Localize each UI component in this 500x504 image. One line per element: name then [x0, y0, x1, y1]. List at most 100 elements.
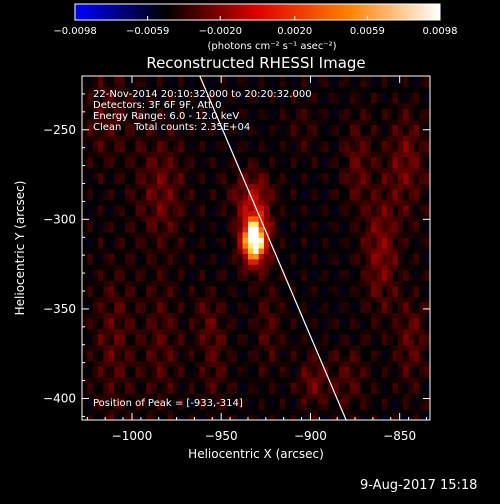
- heatmap-cell: [231, 414, 238, 420]
- heatmap-cell: [301, 108, 308, 115]
- heatmap-cell: [194, 393, 201, 400]
- heatmap-cell: [130, 307, 137, 314]
- heatmap-cell: [205, 285, 212, 292]
- heatmap-cell: [119, 242, 126, 249]
- heatmap-cell: [290, 108, 297, 115]
- heatmap-cell: [280, 108, 287, 115]
- heatmap-cell: [194, 124, 201, 131]
- heatmap-cell: [360, 172, 367, 179]
- heatmap-cell: [167, 334, 174, 340]
- heatmap-cell: [403, 344, 410, 351]
- heatmap-cell: [178, 135, 185, 142]
- heatmap-cell: [194, 409, 201, 416]
- heatmap-cell: [397, 382, 404, 389]
- heatmap-cell: [301, 387, 308, 394]
- heatmap-cell: [167, 92, 174, 99]
- heatmap-cell: [306, 172, 313, 179]
- heatmap-cell: [103, 92, 110, 99]
- heatmap-cell: [189, 360, 196, 367]
- heatmap-cell: [339, 124, 345, 131]
- heatmap-cell: [339, 221, 345, 228]
- heatmap-cell: [231, 312, 238, 319]
- heatmap-cell: [151, 382, 158, 389]
- heatmap-cell: [349, 350, 356, 357]
- heatmap-cell: [258, 86, 265, 93]
- heatmap-cell: [339, 403, 345, 410]
- heatmap-cell: [296, 280, 303, 287]
- heatmap-cell: [199, 86, 206, 93]
- heatmap-cell: [274, 269, 281, 276]
- heatmap-cell: [413, 178, 420, 185]
- heatmap-cell: [424, 355, 430, 362]
- heatmap-cell: [253, 167, 260, 174]
- heatmap-cell: [253, 151, 260, 158]
- heatmap-cell: [322, 178, 329, 185]
- heatmap-cell: [135, 403, 142, 410]
- heatmap-cell: [258, 409, 265, 416]
- heatmap-cell: [258, 129, 265, 136]
- heatmap-cell: [199, 113, 206, 120]
- heatmap-cell: [173, 92, 179, 99]
- heatmap-cell: [226, 92, 233, 99]
- heatmap-cell: [285, 221, 292, 228]
- heatmap-cell: [114, 97, 121, 104]
- heatmap-cell: [242, 113, 249, 120]
- heatmap-cell: [92, 113, 99, 120]
- heatmap-cell: [178, 285, 185, 292]
- heatmap-cell: [381, 135, 388, 142]
- heatmap-cell: [210, 344, 217, 351]
- heatmap-cell: [274, 258, 281, 265]
- heatmap-cell: [135, 360, 142, 367]
- heatmap-cell: [344, 221, 351, 228]
- heatmap-cell: [301, 162, 308, 168]
- heatmap-cell: [344, 387, 351, 394]
- heatmap-cell: [424, 210, 430, 217]
- heatmap-cell: [403, 366, 410, 373]
- heatmap-cell: [173, 81, 179, 88]
- heatmap-cell: [296, 199, 303, 206]
- heatmap-cell: [146, 172, 153, 179]
- heatmap-cell: [205, 403, 212, 410]
- heatmap-cell: [376, 76, 383, 82]
- heatmap-cell: [146, 312, 153, 319]
- heatmap-cell: [290, 188, 297, 195]
- heatmap-cell: [408, 140, 415, 147]
- heatmap-cell: [253, 253, 260, 260]
- heatmap-cell: [87, 403, 94, 410]
- heatmap-cell: [210, 355, 217, 362]
- heatmap-cell: [317, 371, 324, 378]
- heatmap-cell: [87, 226, 94, 233]
- heatmap-cell: [296, 382, 303, 389]
- heatmap-cell: [151, 377, 158, 383]
- heatmap-cell: [173, 172, 179, 179]
- heatmap-cell: [290, 264, 297, 271]
- heatmap-cell: [253, 97, 260, 104]
- heatmap-cell: [248, 274, 254, 281]
- heatmap-cell: [119, 140, 126, 147]
- heatmap-cell: [221, 414, 228, 420]
- heatmap-cell: [183, 285, 190, 292]
- heatmap-cell: [114, 398, 121, 405]
- heatmap-cell: [146, 258, 153, 265]
- heatmap-cell: [119, 355, 126, 362]
- heatmap-cell: [258, 226, 265, 233]
- heatmap-cell: [387, 194, 394, 201]
- heatmap-cell: [87, 135, 94, 142]
- heatmap-cell: [381, 140, 388, 147]
- heatmap-cell: [403, 210, 410, 217]
- heatmap-cell: [226, 328, 233, 335]
- heatmap-cell: [242, 339, 249, 346]
- heatmap-cell: [199, 339, 206, 346]
- heatmap-cell: [124, 135, 131, 142]
- heatmap-cell: [183, 248, 190, 254]
- heatmap-cell: [189, 398, 196, 405]
- heatmap-cell: [130, 274, 137, 281]
- heatmap-cell: [87, 113, 94, 120]
- heatmap-cell: [226, 178, 233, 185]
- heatmap-cell: [103, 145, 110, 152]
- chart-title: Reconstructed RHESSI Image: [146, 54, 365, 72]
- heatmap-cell: [403, 81, 410, 88]
- heatmap-cell: [301, 414, 308, 420]
- heatmap-cell: [306, 274, 313, 281]
- heatmap-cell: [157, 119, 163, 125]
